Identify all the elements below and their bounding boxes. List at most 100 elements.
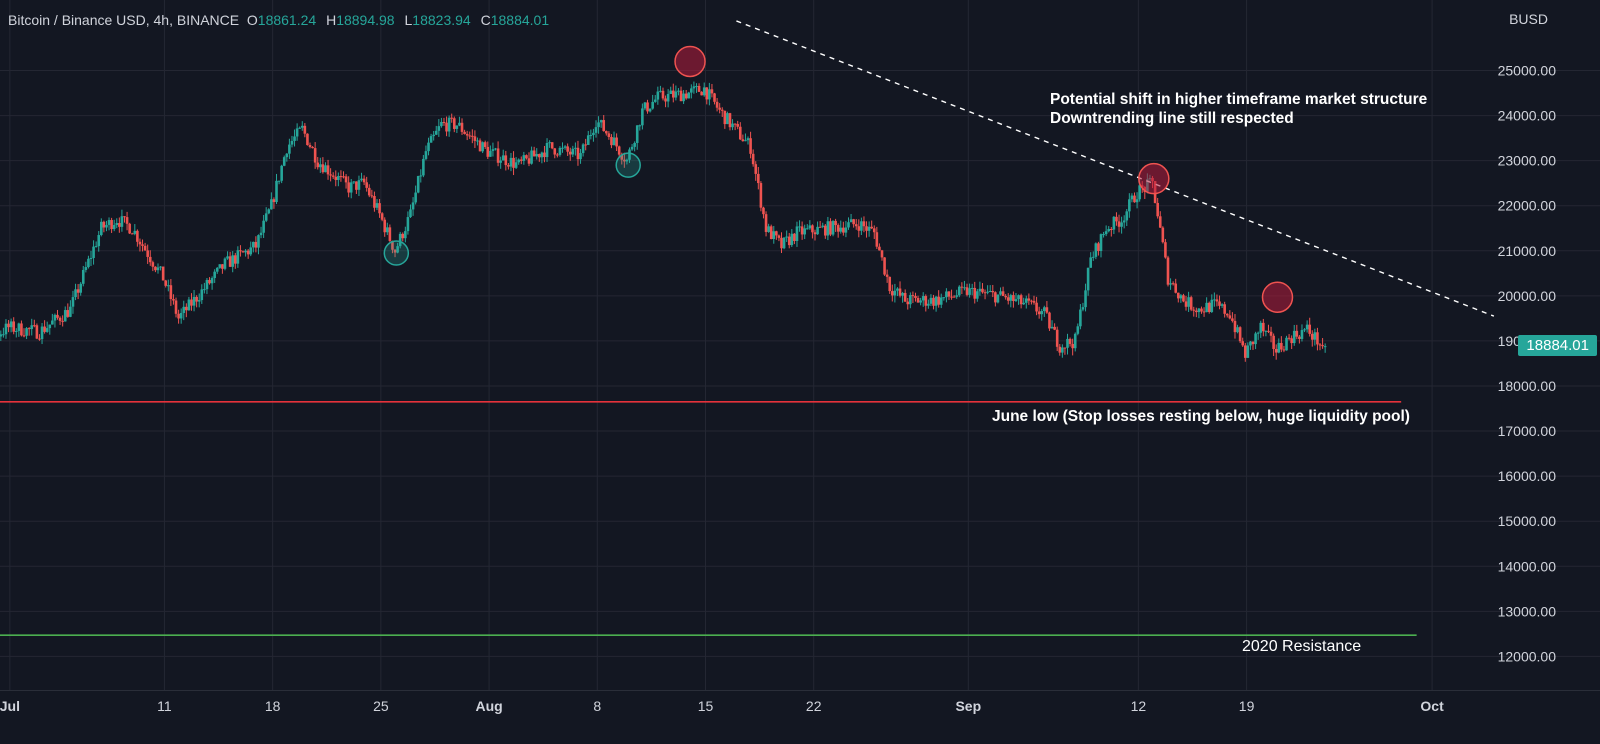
candle-body: [228, 256, 232, 267]
candle-body: [677, 90, 680, 92]
candle-body: [939, 297, 943, 305]
candle-body: [404, 231, 407, 239]
swing-high-circle: [1261, 281, 1294, 313]
candle-body: [197, 300, 201, 302]
candle-body: [1071, 343, 1074, 349]
candle-body: [978, 288, 982, 292]
candle-body: [349, 182, 353, 193]
candle-body: [720, 109, 724, 111]
candle-body: [1035, 302, 1038, 312]
candle-body: [1125, 211, 1129, 221]
price-tick-label: 23000.00: [1498, 153, 1557, 169]
structure-annotation-line2: Downtrending line still respected: [1050, 110, 1294, 127]
candle-body: [69, 306, 72, 317]
candle-body: [749, 138, 752, 154]
candle-body: [950, 296, 953, 298]
candle-body: [839, 227, 843, 232]
candle-body: [1061, 347, 1064, 353]
candle-body: [880, 250, 884, 258]
candle-body: [811, 225, 814, 233]
candle-body: [1130, 195, 1134, 200]
candle-body: [437, 126, 441, 131]
candle-body: [1045, 307, 1049, 313]
candle-body: [705, 87, 709, 100]
candle-body: [1066, 338, 1069, 348]
candle-body: [550, 142, 554, 149]
candle-body: [159, 266, 162, 268]
candle-body: [1156, 202, 1159, 217]
candle-body: [1112, 216, 1116, 230]
candle-body: [1316, 332, 1319, 345]
candle-body: [233, 255, 237, 264]
candle-body: [43, 326, 46, 332]
candle-body: [205, 279, 209, 290]
candle-body: [455, 125, 459, 129]
candle-body: [66, 310, 70, 317]
candle-body: [1285, 337, 1288, 351]
candle-body: [893, 290, 897, 296]
candle-body: [35, 325, 39, 339]
candle-body: [762, 207, 765, 215]
candle-body: [909, 295, 912, 305]
candle-body: [1197, 308, 1201, 313]
candle-body: [816, 226, 819, 235]
candle-body: [1277, 342, 1281, 353]
candle-body: [385, 227, 389, 233]
candle-body: [1037, 311, 1041, 315]
candle-body: [1079, 309, 1082, 327]
candle-body: [994, 292, 997, 303]
candle-body: [968, 288, 971, 295]
candle-body: [393, 249, 397, 253]
candle-body: [239, 250, 242, 252]
candle-body: [571, 148, 575, 155]
candle-body: [1091, 256, 1095, 258]
candle-body: [329, 174, 332, 176]
candle-body: [932, 297, 935, 306]
candle-body: [218, 264, 222, 268]
candle-body: [1076, 326, 1080, 334]
candle-body: [136, 230, 139, 242]
candle-body: [125, 217, 129, 224]
candle-body: [1205, 302, 1208, 313]
candle-body: [1009, 295, 1013, 301]
candle-body: [1202, 311, 1206, 313]
candle-body: [192, 296, 196, 306]
candle-body: [890, 291, 894, 296]
high-value: 18894.98: [336, 12, 395, 28]
candle-body: [221, 264, 224, 269]
candle-body: [190, 299, 193, 306]
currency-label: BUSD: [1509, 11, 1548, 27]
candle-body: [702, 87, 706, 96]
candle-body: [888, 276, 892, 292]
candle-body: [1024, 298, 1028, 303]
candle-body: [398, 233, 402, 247]
candle-body: [1207, 302, 1211, 312]
candle-body: [38, 338, 41, 340]
candle-body: [965, 287, 969, 295]
candle-body: [504, 155, 508, 166]
candle-body: [875, 232, 879, 247]
candle-body: [1310, 333, 1314, 340]
candle-body: [566, 146, 569, 152]
candle-body: [154, 266, 157, 271]
structure-annotation-line1: Potential shift in higher timeframe mark…: [1050, 91, 1428, 108]
candle-body: [1215, 299, 1219, 302]
candle-body: [800, 226, 804, 235]
candle-body: [700, 91, 703, 96]
candle-body: [277, 180, 281, 182]
candle-body: [71, 297, 75, 307]
candle-body: [824, 225, 827, 236]
candle-body: [1048, 312, 1051, 329]
candle-body: [100, 221, 103, 236]
candle-body: [40, 326, 44, 340]
candle-body: [1264, 330, 1268, 332]
time-axis[interactable]: Jul 11 18 25 Aug 8 15 22 Sep 12 19 Oct: [0, 690, 1600, 715]
candle-body: [1184, 301, 1188, 307]
candle-body: [1040, 311, 1044, 315]
time-tick-label: 12: [1131, 698, 1147, 714]
price-tick-label: 15000.00: [1498, 513, 1557, 529]
candle-body: [818, 226, 822, 228]
candle-body: [844, 227, 848, 233]
candle-body: [115, 223, 119, 226]
